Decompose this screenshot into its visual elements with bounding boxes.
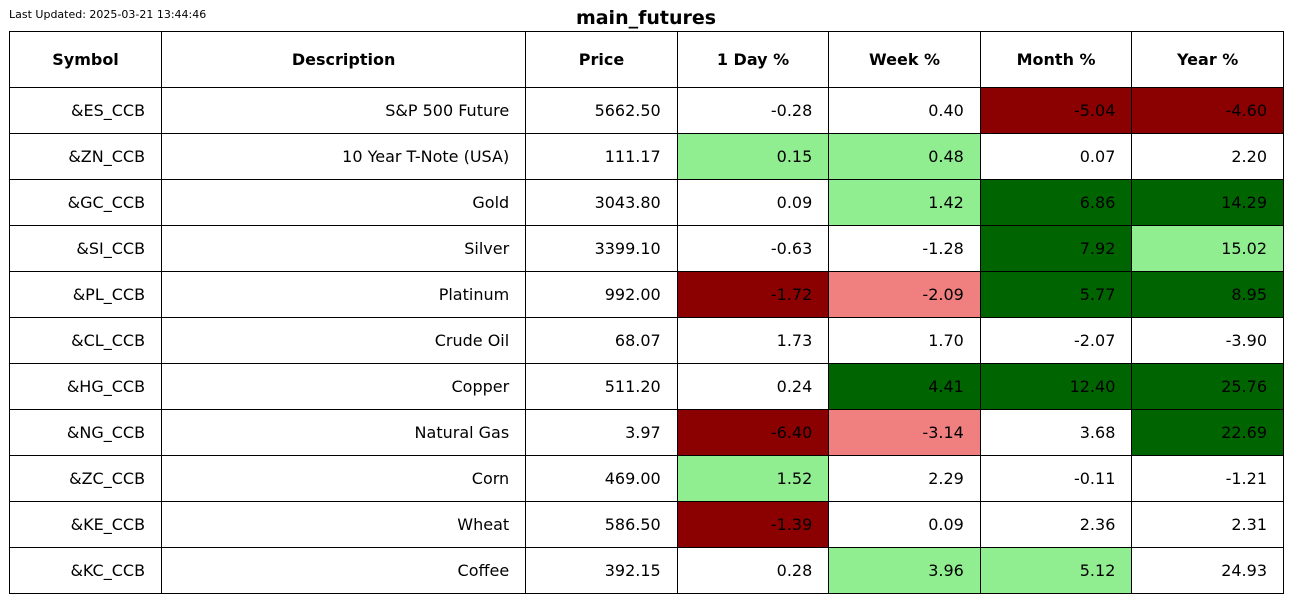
cell-symbol: &SI_CCB xyxy=(8,225,163,272)
table-row: &KC_CCB Coffee 392.15 0.28 3.96 5.12 24.93 xyxy=(8,547,1284,594)
cell-week-pct: 1.42 xyxy=(828,179,981,226)
cell-1-day-pct: 0.24 xyxy=(676,363,830,410)
column-header-month-pct: Month % xyxy=(979,31,1133,88)
cell-week-pct: -3.14 xyxy=(828,409,981,456)
cell-description: Crude Oil xyxy=(161,317,527,364)
cell-week-pct: 0.48 xyxy=(828,133,981,180)
cell-description: Natural Gas xyxy=(161,409,527,456)
cell-month-pct: 6.86 xyxy=(979,179,1133,226)
cell-year-pct: -4.60 xyxy=(1131,87,1284,134)
table-row: &HG_CCB Copper 511.20 0.24 4.41 12.40 25.76 xyxy=(8,363,1284,410)
cell-symbol: &HG_CCB xyxy=(8,363,163,410)
cell-week-pct: 4.41 xyxy=(828,363,981,410)
cell-description: Wheat xyxy=(161,501,527,548)
column-header-1-day-pct: 1 Day % xyxy=(676,31,830,88)
cell-year-pct: 2.31 xyxy=(1131,501,1284,548)
cell-year-pct: 15.02 xyxy=(1131,225,1284,272)
cell-1-day-pct: 1.73 xyxy=(676,317,830,364)
cell-month-pct: 12.40 xyxy=(979,363,1133,410)
cell-symbol: &NG_CCB xyxy=(8,409,163,456)
table-title: main_futures xyxy=(575,7,717,29)
cell-1-day-pct: -1.72 xyxy=(676,271,830,318)
table-row: &SI_CCB Silver 3399.10 -0.63 -1.28 7.92 15.02 xyxy=(8,225,1284,272)
cell-price: 511.20 xyxy=(525,363,678,410)
cell-symbol: &ZN_CCB xyxy=(8,133,163,180)
cell-month-pct: 7.92 xyxy=(979,225,1133,272)
cell-price: 3.97 xyxy=(525,409,678,456)
cell-price: 3399.10 xyxy=(525,225,678,272)
cell-price: 392.15 xyxy=(525,547,678,594)
cell-symbol: &KE_CCB xyxy=(8,501,163,548)
table-row: &CL_CCB Crude Oil 68.07 1.73 1.70 -2.07 -3.90 xyxy=(8,317,1284,364)
cell-symbol: &PL_CCB xyxy=(8,271,163,318)
table-row: &ZN_CCB 10 Year T-Note (USA) 111.17 0.15 0.4… xyxy=(8,133,1284,180)
cell-1-day-pct: -6.40 xyxy=(676,409,830,456)
cell-price: 3043.80 xyxy=(525,179,678,226)
cell-month-pct: 2.36 xyxy=(979,501,1133,548)
cell-1-day-pct: -1.39 xyxy=(676,501,830,548)
cell-description: S&P 500 Future xyxy=(161,87,527,134)
cell-week-pct: 1.70 xyxy=(828,317,981,364)
cell-description: Gold xyxy=(161,179,527,226)
column-header-price: Price xyxy=(525,31,678,88)
cell-price: 992.00 xyxy=(525,271,678,318)
last-updated-timestamp: Last Updated: 2025-03-21 13:44:46 xyxy=(9,8,207,21)
cell-month-pct: 0.07 xyxy=(979,133,1133,180)
cell-1-day-pct: -0.63 xyxy=(676,225,830,272)
cell-year-pct: 25.76 xyxy=(1131,363,1284,410)
column-header-symbol: Symbol xyxy=(8,31,163,88)
cell-symbol: &CL_CCB xyxy=(8,317,163,364)
table-row: &ZC_CCB Corn 469.00 1.52 2.29 -0.11 -1.21 xyxy=(8,455,1284,502)
header-row: Symbol Description Price 1 Day % Week % … xyxy=(8,31,1284,88)
cell-description: 10 Year T-Note (USA) xyxy=(161,133,527,180)
column-header-week-pct: Week % xyxy=(828,31,981,88)
cell-price: 5662.50 xyxy=(525,87,678,134)
cell-description: Silver xyxy=(161,225,527,272)
cell-symbol: &GC_CCB xyxy=(8,179,163,226)
cell-1-day-pct: -0.28 xyxy=(676,87,830,134)
cell-price: 469.00 xyxy=(525,455,678,502)
cell-week-pct: -1.28 xyxy=(828,225,981,272)
cell-week-pct: 2.29 xyxy=(828,455,981,502)
cell-month-pct: 5.12 xyxy=(979,547,1133,594)
cell-month-pct: -5.04 xyxy=(979,87,1133,134)
table-row: &PL_CCB Platinum 992.00 -1.72 -2.09 5.77 8.95 xyxy=(8,271,1284,318)
cell-1-day-pct: 1.52 xyxy=(676,455,830,502)
cell-year-pct: 2.20 xyxy=(1131,133,1284,180)
cell-symbol: &ES_CCB xyxy=(8,87,163,134)
cell-year-pct: 22.69 xyxy=(1131,409,1284,456)
cell-month-pct: 5.77 xyxy=(979,271,1133,318)
table-row: &ES_CCB S&P 500 Future 5662.50 -0.28 0.40 -5.… xyxy=(8,87,1284,134)
cell-1-day-pct: 0.09 xyxy=(676,179,830,226)
cell-week-pct: 3.96 xyxy=(828,547,981,594)
column-header-description: Description xyxy=(161,31,527,88)
cell-year-pct: 24.93 xyxy=(1131,547,1284,594)
cell-year-pct: 14.29 xyxy=(1131,179,1284,226)
cell-year-pct: -3.90 xyxy=(1131,317,1284,364)
cell-month-pct: -0.11 xyxy=(979,455,1133,502)
cell-month-pct: 3.68 xyxy=(979,409,1133,456)
cell-1-day-pct: 0.15 xyxy=(676,133,830,180)
cell-price: 68.07 xyxy=(525,317,678,364)
cell-price: 586.50 xyxy=(525,501,678,548)
cell-week-pct: 0.40 xyxy=(828,87,981,134)
column-header-year-pct: Year % xyxy=(1131,31,1284,88)
cell-description: Corn xyxy=(161,455,527,502)
table-row: &NG_CCB Natural Gas 3.97 -6.40 -3.14 3.68 22.6… xyxy=(8,409,1284,456)
cell-price: 111.17 xyxy=(525,133,678,180)
cell-symbol: &KC_CCB xyxy=(8,547,163,594)
cell-description: Platinum xyxy=(161,271,527,318)
cell-symbol: &ZC_CCB xyxy=(8,455,163,502)
table-row: &GC_CCB Gold 3043.80 0.09 1.42 6.86 14.29 xyxy=(8,179,1284,226)
cell-1-day-pct: 0.28 xyxy=(676,547,830,594)
cell-week-pct: 0.09 xyxy=(828,501,981,548)
table-row: &KE_CCB Wheat 586.50 -1.39 0.09 2.36 2.31 xyxy=(8,501,1284,548)
cell-description: Coffee xyxy=(161,547,527,594)
cell-year-pct: -1.21 xyxy=(1131,455,1284,502)
cell-month-pct: -2.07 xyxy=(979,317,1133,364)
futures-table: Symbol Description Price 1 Day % Week % … xyxy=(8,31,1284,594)
cell-year-pct: 8.95 xyxy=(1131,271,1284,318)
cell-description: Copper xyxy=(161,363,527,410)
cell-week-pct: -2.09 xyxy=(828,271,981,318)
